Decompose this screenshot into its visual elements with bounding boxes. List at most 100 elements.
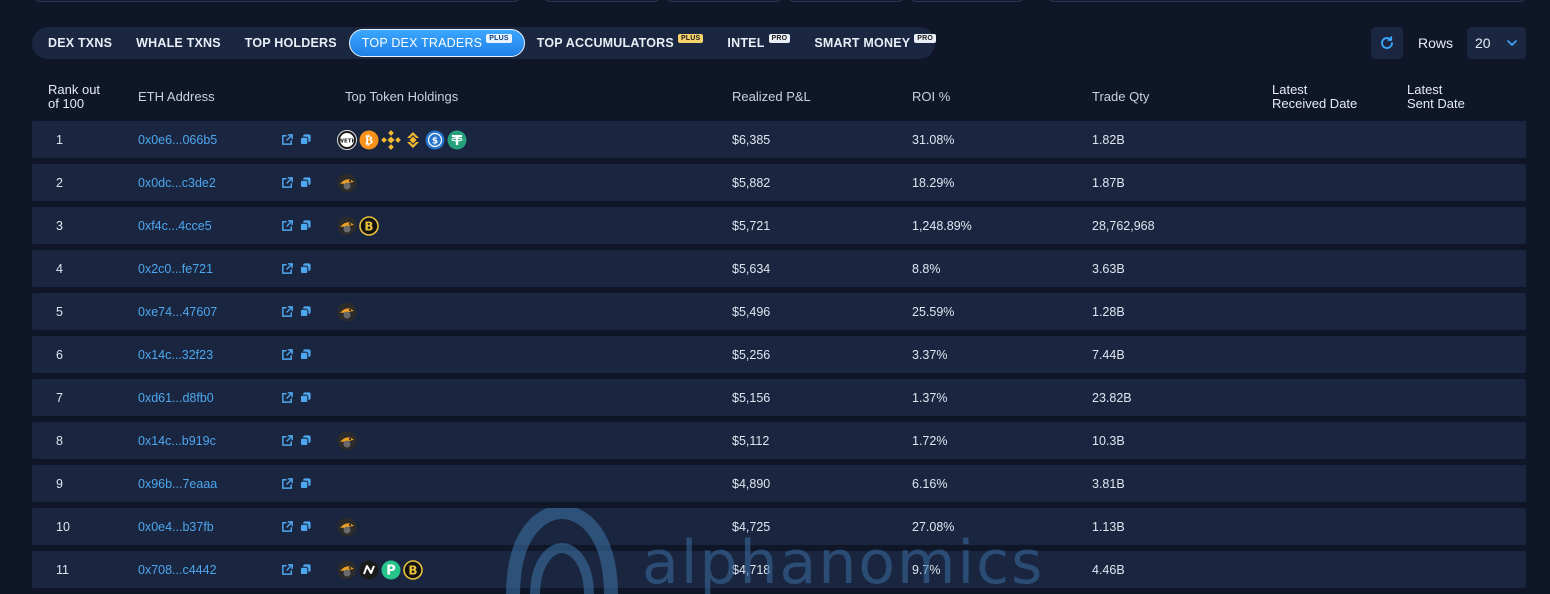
refresh-icon [1381,36,1393,49]
copy-icon[interactable] [299,563,312,576]
header-rank-line1: Rank out [48,82,101,97]
roi-cell: 6.16% [912,476,948,491]
eth-address-link[interactable]: 0x14c...32f23 [138,347,214,362]
eth-address-link[interactable]: 0x0e6...066b5 [138,132,218,147]
external-link-icon[interactable] [281,563,294,576]
external-link-icon[interactable] [281,262,294,275]
table-row[interactable]: 3 0xf4c...4cce5 B $5,721 1,248.89% 28,762,968 [32,207,1526,244]
header-roi[interactable]: ROI % [912,89,951,104]
eth-address-link[interactable]: 0x708...c4442 [138,562,217,577]
realized-pnl-cell: $5,496 [732,304,771,319]
table-row[interactable]: 6 0x14c...32f23 $5,256 3.37% 7.44B [32,336,1526,373]
copy-icon[interactable] [299,305,312,318]
copy-icon[interactable] [299,477,312,490]
eth-address-link[interactable]: 0xf4c...4cce5 [138,218,212,233]
copy-icon[interactable] [299,520,312,533]
tab-intel[interactable]: INTEL PRO [715,29,802,57]
tab-label: DEX TXNS [48,36,113,50]
copy-icon[interactable] [299,348,312,361]
external-link-icon[interactable] [281,133,294,146]
top-search-box[interactable] [34,0,520,2]
trade-qty-cell: 4.46B [1092,562,1125,577]
trade-qty-cell: 3.81B [1092,476,1125,491]
copy-icon[interactable] [299,262,312,275]
eth-address-link[interactable]: 0x14c...b919c [138,433,216,448]
address-actions [281,551,312,588]
token-holdings [337,164,357,201]
external-link-icon[interactable] [281,434,294,447]
realized-pnl-cell: $5,156 [732,390,771,405]
table-row[interactable]: 10 0x0e4...b37fb $4,725 27.08% 1.13B [32,508,1526,545]
copy-icon[interactable] [299,219,312,232]
table-row[interactable]: 4 0x2c0...fe721 $5,634 8.8% 3.63B [32,250,1526,287]
external-link-icon[interactable] [281,391,294,404]
eth-address-link[interactable]: 0x2c0...fe721 [138,261,214,276]
top-filter-4[interactable] [910,0,1024,2]
rank-cell: 5 [56,304,63,319]
top-filter-1[interactable] [544,0,660,2]
external-link-icon[interactable] [281,219,294,232]
tab-whale-txns[interactable]: WHALE TXNS [124,29,233,57]
tab-smart-money[interactable]: SMART MONEY PRO [802,29,948,57]
bnb-alt-icon [407,131,419,148]
realized-pnl-cell: $5,721 [732,218,771,233]
eth-address-link[interactable]: 0x0e4...b37fb [138,519,214,534]
table-row[interactable]: 2 0x0dc...c3de2 $5,882 18.29% 1.87B [32,164,1526,201]
address-actions [281,508,312,545]
eth-address-link[interactable]: 0x0dc...c3de2 [138,175,216,190]
table-row[interactable]: 5 0xe74...47607 $5,496 25.59% 1.28B [32,293,1526,330]
address-actions [281,293,312,330]
top-filter-5[interactable] [1048,0,1526,2]
external-link-icon[interactable] [281,477,294,490]
plus-badge: PLUS [486,33,512,43]
table-row[interactable]: 9 0x96b...7eaaa $4,890 6.16% 3.81B [32,465,1526,502]
trade-qty-cell: 1.28B [1092,304,1125,319]
rank-cell: 6 [56,347,63,362]
header-rank[interactable]: Rank out of 100 [48,83,100,111]
trade-qty-cell: 7.44B [1092,347,1125,362]
tab-dex-txns[interactable]: DEX TXNS [36,29,124,57]
copy-icon[interactable] [299,133,312,146]
rank-cell: 2 [56,175,63,190]
external-link-icon[interactable] [281,348,294,361]
eth-address-link[interactable]: 0xe74...47607 [138,304,218,319]
copy-icon[interactable] [299,391,312,404]
tab-top-dex-traders[interactable]: TOP DEX TRADERS PLUS [348,29,525,57]
tab-top-accumulators[interactable]: TOP ACCUMULATORS PLUS [525,29,716,57]
header-received-line2: Received Date [1272,96,1358,111]
rows-select[interactable]: 20 [1467,27,1526,59]
refresh-button[interactable] [1371,27,1403,59]
table-row[interactable]: 11 0x708...c4442 P B $4,718 9.7% 4.46B [32,551,1526,588]
address-actions [281,465,312,502]
header-pnl[interactable]: Realized P&L [732,89,811,104]
pro-badge: PRO [768,33,791,43]
rows-label: Rows [1418,35,1454,51]
roi-cell: 27.08% [912,519,955,534]
copy-icon[interactable] [299,176,312,189]
header-address[interactable]: ETH Address [138,89,215,104]
top-filter-3[interactable] [788,0,904,2]
realized-pnl-cell: $4,890 [732,476,771,491]
gold-b-token-icon: B [403,559,423,580]
eth-address-link[interactable]: 0xd61...d8fb0 [138,390,214,405]
realized-pnl-cell: $5,882 [732,175,771,190]
table-row[interactable]: 1 0x0e6...066b5 WETH ₿ $ $6,385 31.08% 1.82B [32,121,1526,158]
copy-icon[interactable] [299,434,312,447]
table-row[interactable]: 8 0x14c...b919c $5,112 1.72% 10.3B [32,422,1526,459]
eth-address-link[interactable]: 0x96b...7eaaa [138,476,218,491]
top-filter-2[interactable] [666,0,782,2]
roi-cell: 8.8% [912,261,941,276]
external-link-icon[interactable] [281,520,294,533]
tab-top-holders[interactable]: TOP HOLDERS [233,29,349,57]
table-row[interactable]: 7 0xd61...d8fb0 $5,156 1.37% 23.82B [32,379,1526,416]
header-received-date[interactable]: Latest Received Date [1272,83,1357,111]
rank-cell: 7 [56,390,63,405]
header-holdings[interactable]: Top Token Holdings [345,89,459,104]
header-rank-line2: of 100 [48,96,85,111]
svg-text:B: B [364,219,373,233]
external-link-icon[interactable] [281,305,294,318]
header-trade-qty[interactable]: Trade Qty [1092,89,1150,104]
external-link-icon[interactable] [281,176,294,189]
header-sent-date[interactable]: Latest Sent Date [1407,83,1465,111]
chevron-down-icon [1507,40,1517,46]
